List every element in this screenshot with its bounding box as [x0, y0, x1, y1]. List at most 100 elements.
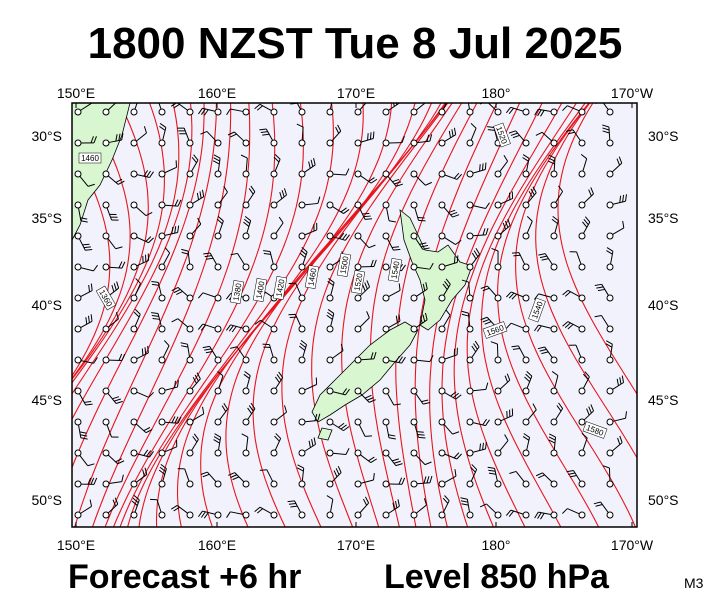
barb-station: [355, 512, 361, 518]
barb-station: [103, 512, 109, 518]
barb-station: [299, 109, 305, 115]
barb-station: [439, 233, 445, 239]
barb-station: [159, 233, 165, 239]
barb-station: [271, 264, 277, 270]
barb-station: [299, 140, 305, 146]
barb-station: [467, 388, 473, 394]
barb-station: [355, 233, 361, 239]
barb-station: [75, 512, 81, 518]
barb-station: [495, 419, 501, 425]
barb-station: [579, 326, 585, 332]
lon-label-top: 150°E: [57, 85, 95, 101]
barb-station: [103, 264, 109, 270]
barb-station: [411, 512, 417, 518]
barb-station: [75, 264, 81, 270]
barb-station: [271, 450, 277, 456]
barb-station: [439, 264, 445, 270]
barb-station: [523, 419, 529, 425]
lat-label-right: 30°S: [648, 128, 679, 144]
barb-station: [243, 264, 249, 270]
barb-flag: [418, 434, 425, 435]
barb-station: [159, 326, 165, 332]
barb-station: [467, 481, 473, 487]
barb-station: [467, 512, 473, 518]
barb-station: [75, 450, 81, 456]
barb-station: [271, 357, 277, 363]
barb-station: [159, 264, 165, 270]
barb-station: [607, 171, 613, 177]
barb-station: [215, 419, 221, 425]
barb-station: [551, 233, 557, 239]
barb-station: [187, 140, 193, 146]
barb-station: [159, 202, 165, 208]
barb-station: [495, 450, 501, 456]
barb-station: [355, 450, 361, 456]
map-title: 1800 NZST Tue 8 Jul 2025: [88, 19, 623, 68]
barb-station: [523, 450, 529, 456]
barb-flag: [84, 247, 91, 248]
barb-station: [607, 233, 613, 239]
barb-station: [327, 109, 333, 115]
barb-station: [187, 264, 193, 270]
contour-label-text: 1460: [81, 154, 99, 163]
barb-station: [271, 171, 277, 177]
barb-station: [579, 171, 585, 177]
barb-station: [467, 202, 473, 208]
barb-station: [383, 233, 389, 239]
barb-flag: [457, 255, 458, 262]
barb-flag: [145, 347, 146, 354]
barb-station: [411, 388, 417, 394]
barb-station: [579, 264, 585, 270]
barb-station: [523, 202, 529, 208]
barb-station: [327, 357, 333, 363]
barb-station: [439, 388, 445, 394]
barb-station: [187, 450, 193, 456]
barb-station: [411, 109, 417, 115]
barb-station: [271, 388, 277, 394]
barb-flag: [444, 92, 449, 97]
barb-station: [467, 264, 473, 270]
barb-flag: [262, 344, 269, 345]
barb-station: [327, 233, 333, 239]
barb-station: [243, 326, 249, 332]
barb-station: [523, 481, 529, 487]
barb-station: [159, 295, 165, 301]
barb-station: [103, 481, 109, 487]
barb-station: [467, 109, 473, 115]
barb-station: [607, 450, 613, 456]
barb-flag: [260, 470, 267, 471]
barb-flag: [368, 133, 369, 140]
barb-station: [439, 512, 445, 518]
barb-station: [103, 233, 109, 239]
barb-station: [75, 109, 81, 115]
barb-station: [411, 233, 417, 239]
barb-station: [327, 295, 333, 301]
barb-station: [327, 512, 333, 518]
barb-station: [159, 419, 165, 425]
barb-station: [299, 171, 305, 177]
barb-station: [607, 264, 613, 270]
barb-station: [383, 450, 389, 456]
barb-station: [131, 388, 137, 394]
barb-station: [607, 202, 613, 208]
barb-station: [271, 233, 277, 239]
barb-station: [243, 512, 249, 518]
barb-station: [215, 295, 221, 301]
lon-label-bottom: 160°E: [198, 537, 236, 553]
barb-station: [131, 109, 137, 115]
barb-station: [411, 419, 417, 425]
barb-station: [215, 357, 221, 363]
barb-flag: [418, 437, 425, 438]
barb-station: [159, 171, 165, 177]
barb-flag: [148, 346, 149, 353]
barb-station: [299, 512, 305, 518]
barb-station: [467, 419, 473, 425]
barb-station: [495, 264, 501, 270]
barb-station: [159, 357, 165, 363]
barb-station: [215, 326, 221, 332]
barb-station: [467, 295, 473, 301]
barb-station: [299, 388, 305, 394]
barb-station: [551, 388, 557, 394]
barb-station: [355, 419, 361, 425]
barb-station: [355, 140, 361, 146]
